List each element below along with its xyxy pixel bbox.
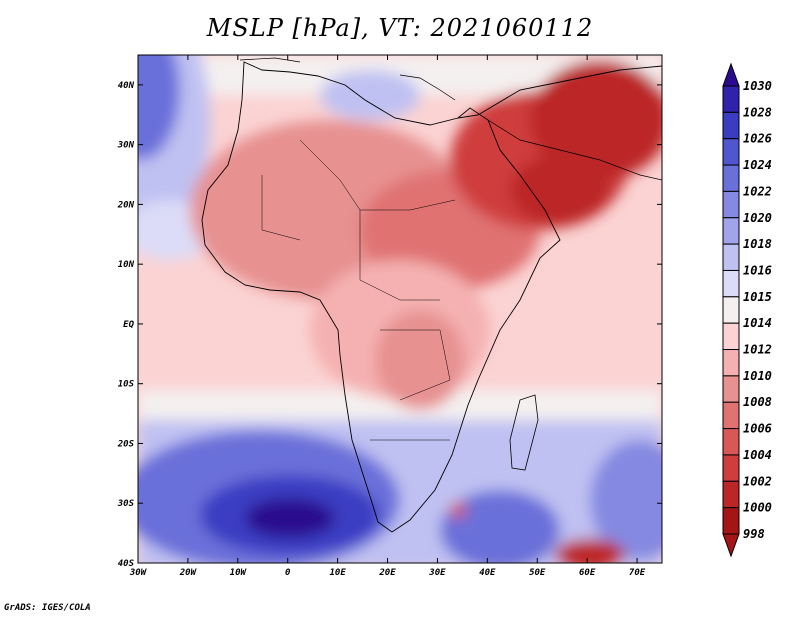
x-tick-label: 40E	[479, 568, 496, 578]
x-axis-ticks: 30W 20W 10W 0 10E 20E 30E 40E 50E 60E 70E	[129, 55, 646, 578]
y-axis-ticks: 40N 30N 20N 10N EQ 10S 20S 30S 40S	[117, 81, 662, 569]
y-tick-label: EQ	[123, 320, 134, 330]
x-tick-label: 20W	[179, 568, 198, 578]
y-tick-label: 10S	[118, 380, 135, 390]
y-tick-label: 10N	[118, 260, 135, 270]
colorbar-label: 1030	[743, 79, 772, 93]
colorbar-label: 1008	[743, 395, 772, 409]
colorbar-segment	[722, 269, 740, 298]
colorbar-segment	[722, 111, 740, 140]
colorbar-label: 1000	[743, 501, 772, 515]
colorbar-segment	[722, 401, 740, 430]
x-tick-label: 30W	[129, 568, 148, 578]
colorbar-label: 1026	[743, 132, 772, 146]
colorbar-top-arrow	[722, 62, 740, 87]
colorbar-segment	[722, 375, 740, 403]
colorbar-label: 1012	[743, 343, 772, 357]
y-tick-label: 20S	[117, 439, 135, 449]
y-tick-label: 30N	[117, 141, 135, 151]
colorbar-segment	[722, 349, 740, 377]
colorbar-label: 1015	[743, 290, 772, 304]
x-tick-label: 10W	[230, 568, 248, 578]
colorbar-segment	[722, 322, 740, 351]
map-title: MSLP [hPa], VT: 2021060112	[206, 14, 594, 42]
colorbar-segment	[722, 296, 740, 324]
colorbar-segment	[722, 217, 740, 245]
x-tick-label: 20E	[378, 568, 396, 578]
colorbar-segment	[722, 138, 740, 166]
x-tick-label: 60E	[579, 568, 596, 578]
colorbar-label: 1024	[743, 158, 772, 172]
colorbar-label: 1010	[743, 369, 772, 383]
colorbar-segment	[722, 454, 740, 482]
colorbar-label: 1018	[743, 237, 772, 251]
colorbar-label: 1016	[743, 263, 772, 277]
colorbar-segment	[722, 190, 740, 219]
colorbar-segment	[722, 428, 740, 456]
colorbar: 1030 1028 1026 1024 1022 1020 1018 1016 1015 1014…	[722, 62, 772, 558]
x-tick-label: 30E	[428, 568, 446, 578]
colorbar-segment	[722, 85, 740, 113]
colorbar-label: 1020	[743, 211, 772, 225]
colorbar-label: 1004	[743, 448, 772, 462]
colorbar-segment	[722, 164, 740, 192]
colorbar-label: 998	[743, 527, 765, 541]
colorbar-label: 1028	[743, 105, 772, 119]
colorbar-segment	[722, 243, 740, 271]
x-tick-label: 0	[285, 568, 291, 578]
x-tick-label: 70E	[629, 568, 646, 578]
colorbar-label: 1006	[743, 422, 772, 436]
y-tick-label: 30S	[117, 499, 135, 509]
footer-credit: GrADS: IGES/COLA	[4, 603, 91, 613]
colorbar-label: 1014	[743, 316, 772, 330]
y-tick-label: 40N	[118, 81, 135, 91]
y-tick-label: 40S	[118, 559, 135, 569]
colorbar-segment	[722, 507, 740, 535]
pressure-field	[138, 55, 662, 563]
y-tick-label: 20N	[117, 200, 135, 210]
x-tick-label: 50E	[529, 568, 546, 578]
colorbar-segment	[722, 480, 740, 509]
colorbar-bottom-arrow	[722, 533, 740, 558]
colorbar-label: 1002	[743, 474, 772, 488]
x-tick-label: 10E	[329, 568, 346, 578]
colorbar-label: 1022	[743, 184, 772, 198]
